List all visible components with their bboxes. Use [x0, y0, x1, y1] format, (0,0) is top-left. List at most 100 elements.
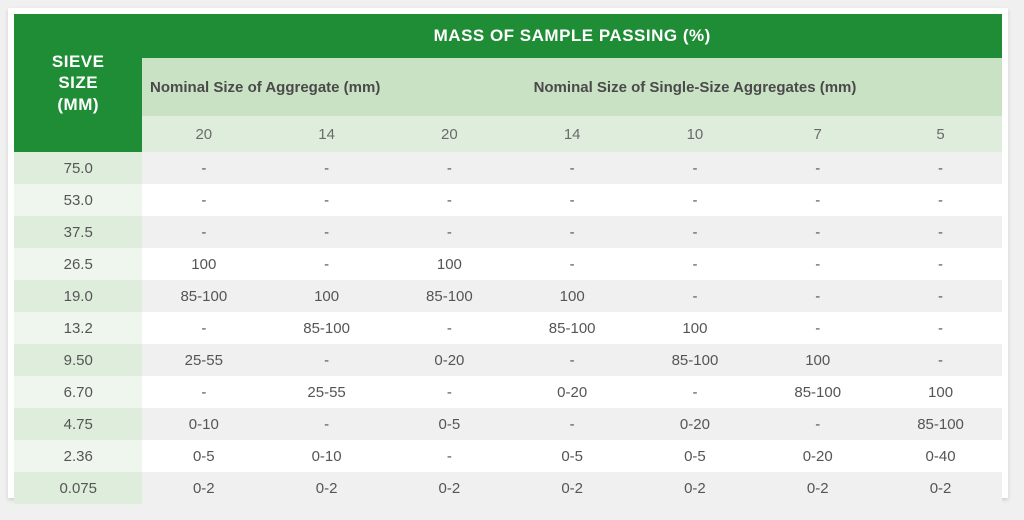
data-cell: 0-2: [388, 472, 511, 504]
data-cell: -: [756, 216, 879, 248]
data-cell: -: [634, 216, 757, 248]
sieve-cell: 9.50: [14, 344, 142, 376]
data-cell: -: [511, 408, 634, 440]
sieve-cell: 2.36: [14, 440, 142, 472]
table-row: 37.5-------: [14, 216, 1002, 248]
data-cell: -: [388, 216, 511, 248]
data-cell: 0-5: [388, 408, 511, 440]
data-cell: -: [511, 216, 634, 248]
data-cell: 0-20: [511, 376, 634, 408]
data-cell: -: [142, 184, 265, 216]
data-cell: -: [142, 376, 265, 408]
data-cell: -: [511, 248, 634, 280]
table-body: 75.0-------53.0-------37.5-------26.5100…: [14, 152, 1002, 504]
data-cell: -: [756, 248, 879, 280]
corner-line2: SIZE: [58, 73, 98, 92]
data-cell: 100: [756, 344, 879, 376]
col-size-4: 10: [634, 116, 757, 152]
data-cell: -: [511, 152, 634, 184]
data-cell: 85-100: [879, 408, 1002, 440]
col-size-0: 20: [142, 116, 265, 152]
data-cell: 25-55: [142, 344, 265, 376]
data-cell: 100: [265, 280, 388, 312]
data-cell: -: [265, 248, 388, 280]
corner-line1: SIEVE: [52, 52, 105, 71]
data-cell: 100: [142, 248, 265, 280]
table-row: 53.0-------: [14, 184, 1002, 216]
group-header-1: Nominal Size of Single-Size Aggregates (…: [388, 58, 1002, 116]
data-cell: -: [388, 312, 511, 344]
data-cell: -: [634, 248, 757, 280]
data-cell: -: [756, 184, 879, 216]
sieve-cell: 37.5: [14, 216, 142, 248]
data-cell: 100: [634, 312, 757, 344]
data-cell: 85-100: [142, 280, 265, 312]
table-frame: SIEVE SIZE (MM) MASS OF SAMPLE PASSING (…: [8, 8, 1008, 498]
data-cell: -: [634, 280, 757, 312]
data-cell: -: [879, 312, 1002, 344]
top-header: MASS OF SAMPLE PASSING (%): [142, 14, 1002, 58]
col-size-1: 14: [265, 116, 388, 152]
data-cell: -: [142, 216, 265, 248]
data-cell: -: [388, 376, 511, 408]
data-cell: -: [879, 248, 1002, 280]
data-cell: 85-100: [265, 312, 388, 344]
data-cell: 85-100: [756, 376, 879, 408]
data-cell: -: [634, 152, 757, 184]
data-cell: -: [511, 184, 634, 216]
data-cell: -: [265, 408, 388, 440]
table-row: 0.0750-20-20-20-20-20-20-2: [14, 472, 1002, 504]
data-cell: 0-5: [634, 440, 757, 472]
data-cell: 0-20: [756, 440, 879, 472]
data-cell: -: [388, 184, 511, 216]
data-cell: 85-100: [634, 344, 757, 376]
data-cell: -: [142, 152, 265, 184]
data-cell: -: [756, 280, 879, 312]
data-cell: 0-10: [265, 440, 388, 472]
table-row: 4.750-10-0-5-0-20-85-100: [14, 408, 1002, 440]
data-cell: -: [756, 152, 879, 184]
corner-header: SIEVE SIZE (MM): [14, 14, 142, 152]
data-cell: -: [756, 312, 879, 344]
data-cell: 100: [879, 376, 1002, 408]
data-cell: 0-2: [634, 472, 757, 504]
data-cell: 0-5: [511, 440, 634, 472]
sieve-cell: 4.75: [14, 408, 142, 440]
data-cell: 0-2: [879, 472, 1002, 504]
sieve-cell: 6.70: [14, 376, 142, 408]
data-cell: -: [879, 280, 1002, 312]
data-cell: -: [388, 152, 511, 184]
data-cell: -: [511, 344, 634, 376]
sieve-cell: 19.0: [14, 280, 142, 312]
col-size-2: 20: [388, 116, 511, 152]
sieve-table: SIEVE SIZE (MM) MASS OF SAMPLE PASSING (…: [14, 14, 1002, 504]
data-cell: 25-55: [265, 376, 388, 408]
sieve-cell: 53.0: [14, 184, 142, 216]
table-row: 9.5025-55-0-20-85-100100-: [14, 344, 1002, 376]
corner-line3: (MM): [57, 95, 99, 114]
data-cell: -: [265, 152, 388, 184]
data-cell: -: [634, 184, 757, 216]
data-cell: 0-20: [388, 344, 511, 376]
data-cell: 0-2: [265, 472, 388, 504]
data-cell: -: [388, 440, 511, 472]
table-row: 19.085-10010085-100100---: [14, 280, 1002, 312]
data-cell: -: [756, 408, 879, 440]
data-cell: -: [879, 184, 1002, 216]
data-cell: -: [142, 312, 265, 344]
table-row: 75.0-------: [14, 152, 1002, 184]
data-cell: 100: [388, 248, 511, 280]
data-cell: 0-5: [142, 440, 265, 472]
sieve-cell: 0.075: [14, 472, 142, 504]
data-cell: -: [634, 376, 757, 408]
data-cell: 0-2: [511, 472, 634, 504]
data-cell: -: [265, 216, 388, 248]
sieve-cell: 26.5: [14, 248, 142, 280]
col-size-5: 7: [756, 116, 879, 152]
table-row: 13.2-85-100-85-100100--: [14, 312, 1002, 344]
col-size-6: 5: [879, 116, 1002, 152]
data-cell: 0-40: [879, 440, 1002, 472]
data-cell: 0-10: [142, 408, 265, 440]
data-cell: -: [265, 344, 388, 376]
data-cell: -: [879, 344, 1002, 376]
